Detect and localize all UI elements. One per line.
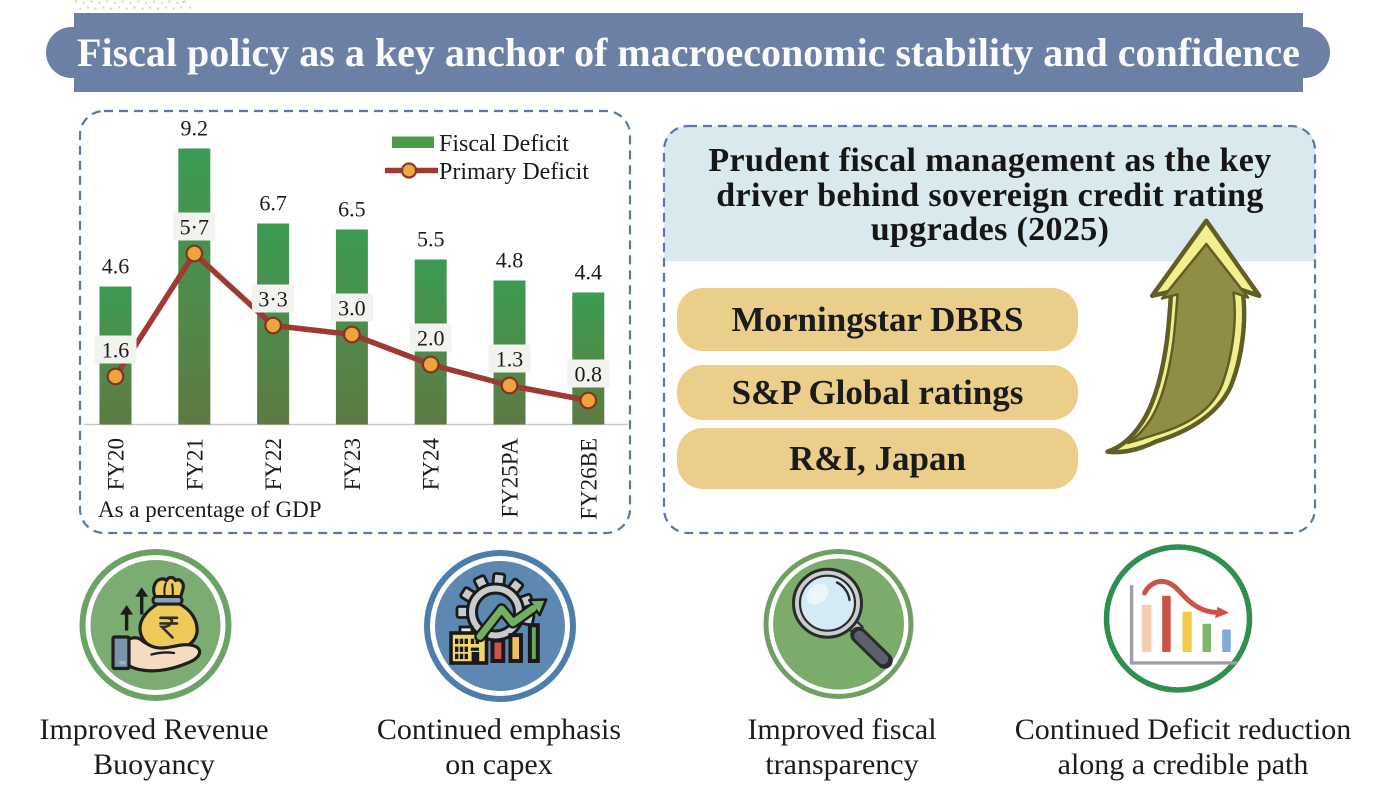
svg-text:FY23: FY23 — [340, 438, 365, 490]
svg-text:FY20: FY20 — [104, 438, 129, 490]
svg-text:FY25PA: FY25PA — [498, 438, 523, 518]
svg-text:Fiscal Deficit: Fiscal Deficit — [439, 131, 569, 157]
svg-text:0.8: 0.8 — [575, 362, 603, 387]
svg-text:1.3: 1.3 — [496, 347, 524, 372]
svg-text:5.5: 5.5 — [417, 227, 445, 252]
svg-text:3·3: 3·3 — [258, 287, 287, 312]
svg-text:4.4: 4.4 — [575, 260, 603, 285]
svg-text:6.7: 6.7 — [259, 191, 287, 216]
svg-text:FY21: FY21 — [182, 438, 207, 490]
svg-text:FY24: FY24 — [419, 438, 444, 491]
svg-text:5·7: 5·7 — [180, 215, 209, 240]
svg-text:1.6: 1.6 — [102, 338, 130, 363]
svg-text:As a percentage of GDP: As a percentage of GDP — [98, 497, 322, 522]
svg-text:9.2: 9.2 — [181, 116, 209, 141]
svg-text:4.8: 4.8 — [496, 248, 524, 273]
svg-text:3.0: 3.0 — [338, 296, 366, 321]
svg-text:Primary Deficit: Primary Deficit — [439, 159, 589, 185]
svg-text:FY26BE: FY26BE — [576, 438, 601, 520]
svg-text:2.0: 2.0 — [417, 326, 445, 351]
svg-text:FY22: FY22 — [261, 438, 286, 490]
svg-text:6.5: 6.5 — [338, 197, 366, 222]
svg-text:4.6: 4.6 — [102, 254, 130, 279]
